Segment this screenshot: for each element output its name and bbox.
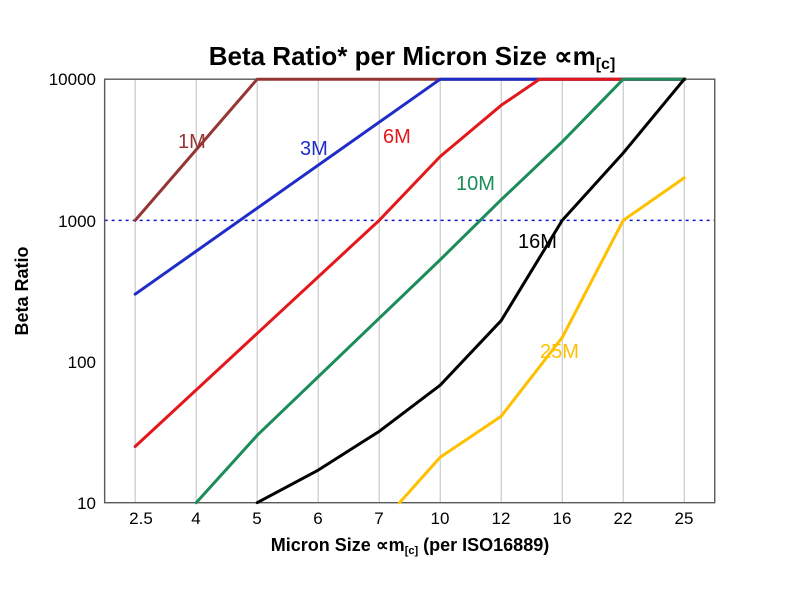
svg-text:3M: 3M — [300, 138, 328, 160]
svg-text:6M: 6M — [383, 126, 411, 148]
svg-text:16M: 16M — [518, 231, 557, 253]
svg-text:10: 10 — [431, 509, 450, 528]
svg-text:Beta Ratio: Beta Ratio — [12, 246, 32, 335]
svg-text:4: 4 — [191, 509, 200, 528]
svg-text:Beta Ratio* per Micron Size ∝m: Beta Ratio* per Micron Size ∝m[c] — [209, 41, 616, 73]
svg-text:22: 22 — [614, 509, 633, 528]
svg-text:10: 10 — [77, 494, 96, 513]
svg-text:1000: 1000 — [58, 212, 96, 231]
svg-text:10M: 10M — [456, 173, 495, 195]
svg-text:25M: 25M — [540, 341, 579, 363]
svg-text:10000: 10000 — [49, 70, 96, 89]
svg-text:Micron Size ∝m[c] (per ISO1688: Micron Size ∝m[c] (per ISO16889) — [271, 535, 549, 557]
svg-text:1M: 1M — [178, 131, 206, 153]
svg-text:25: 25 — [675, 509, 694, 528]
svg-text:12: 12 — [492, 509, 511, 528]
svg-text:6: 6 — [313, 509, 322, 528]
svg-text:7: 7 — [374, 509, 383, 528]
svg-text:100: 100 — [68, 353, 96, 372]
svg-text:2.5: 2.5 — [129, 509, 153, 528]
svg-text:5: 5 — [252, 509, 261, 528]
svg-text:16: 16 — [553, 509, 572, 528]
